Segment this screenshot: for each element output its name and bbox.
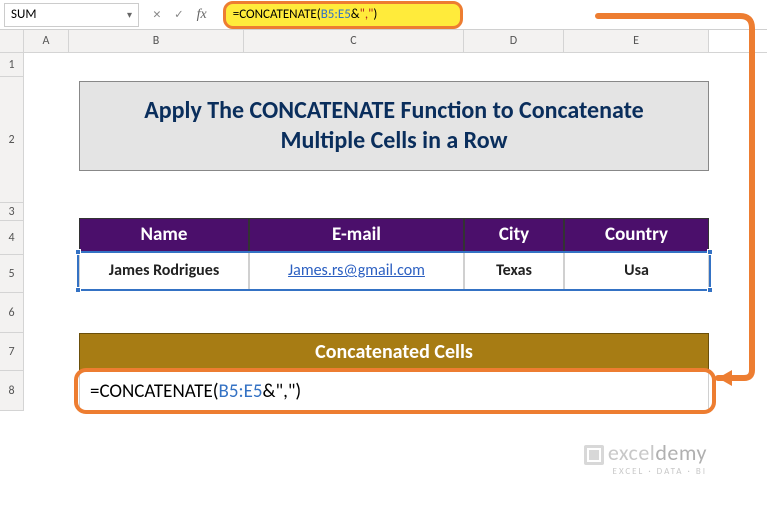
row-headers: 1 2 3 4 5 6 7 8 bbox=[0, 53, 24, 411]
col-header-e[interactable]: E bbox=[564, 30, 709, 52]
formula-bar-buttons: ✕ ✓ fx bbox=[139, 7, 221, 23]
watermark: exceldemy EXCEL · DATA · BI bbox=[584, 439, 707, 477]
excel-icon bbox=[584, 445, 604, 465]
cancel-icon[interactable]: ✕ bbox=[153, 7, 161, 22]
formula-text: =CONCATENATE(B5:E5&",") bbox=[227, 7, 378, 22]
formula-bar: SUM ▾ ✕ ✓ fx =CONCATENATE(B5:E5&",") bbox=[0, 0, 767, 30]
formula-input[interactable]: =CONCATENATE(B5:E5&",") bbox=[221, 2, 767, 28]
chevron-down-icon[interactable]: ▾ bbox=[127, 8, 132, 21]
cells-area[interactable]: Apply The CONCATENATE Function to Concat… bbox=[24, 53, 767, 411]
row-header-7[interactable]: 7 bbox=[0, 333, 24, 371]
td-country[interactable]: Usa bbox=[564, 252, 709, 290]
row-header-6[interactable]: 6 bbox=[0, 293, 24, 333]
watermark-sub: EXCEL · DATA · BI bbox=[584, 466, 707, 477]
th-city: City bbox=[464, 218, 564, 252]
row-header-2[interactable]: 2 bbox=[0, 77, 24, 203]
concat-formula-text: =CONCATENATE(B5:E5&",") bbox=[90, 380, 301, 403]
row-header-8[interactable]: 8 bbox=[0, 371, 24, 411]
title-banner: Apply The CONCATENATE Function to Concat… bbox=[79, 81, 709, 171]
col-header-c[interactable]: C bbox=[244, 30, 464, 52]
th-name: Name bbox=[79, 218, 249, 252]
column-headers: A B C D E bbox=[0, 30, 767, 53]
col-header-d[interactable]: D bbox=[464, 30, 564, 52]
name-box-value: SUM bbox=[11, 7, 36, 22]
fx-icon[interactable]: fx bbox=[197, 7, 207, 23]
select-all-corner[interactable] bbox=[0, 30, 24, 52]
td-city[interactable]: Texas bbox=[464, 252, 564, 290]
td-email[interactable]: James.rs@gmail.com bbox=[249, 252, 464, 290]
watermark-brand: exceldemy bbox=[584, 439, 707, 466]
th-country: Country bbox=[564, 218, 709, 252]
enter-icon[interactable]: ✓ bbox=[175, 7, 183, 22]
col-header-a[interactable]: A bbox=[24, 30, 69, 52]
row-header-4[interactable]: 4 bbox=[0, 221, 24, 255]
row-header-1[interactable]: 1 bbox=[0, 53, 24, 77]
col-header-b[interactable]: B bbox=[69, 30, 244, 52]
td-name[interactable]: James Rodrigues bbox=[79, 252, 249, 290]
concat-header: Concatenated Cells bbox=[79, 333, 709, 371]
name-box[interactable]: SUM ▾ bbox=[4, 3, 139, 27]
concat-formula-cell[interactable]: =CONCATENATE(B5:E5&",") bbox=[79, 371, 709, 411]
th-email: E-mail bbox=[249, 218, 464, 252]
row-header-3[interactable]: 3 bbox=[0, 203, 24, 221]
row-header-5[interactable]: 5 bbox=[0, 255, 24, 293]
worksheet: A B C D E 1 2 3 4 5 6 7 8 Apply The CONC… bbox=[0, 30, 767, 411]
data-table: Name E-mail City Country James Rodrigues… bbox=[79, 218, 709, 290]
